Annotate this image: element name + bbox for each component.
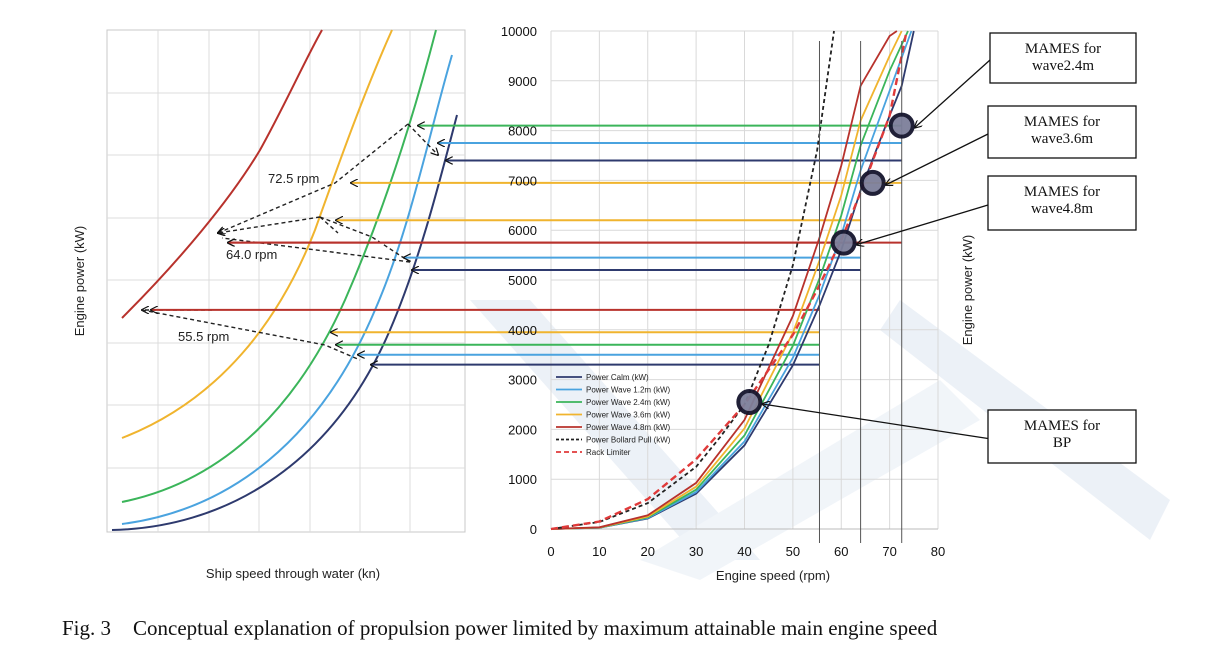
mames-label: wave2.4m	[1032, 58, 1094, 74]
y-tick-label: 10000	[501, 24, 537, 39]
x-tick-label: 30	[689, 544, 703, 559]
mames-box	[989, 32, 1137, 84]
legend-label-wave48: Power Wave 4.8m (kW)	[586, 423, 670, 432]
legend: Power Calm (kW) Power Wave 1.2m (kW) Power…	[556, 373, 671, 457]
left-y-axis-title: Engine power (kW)	[72, 226, 87, 337]
legend-label-bollard: Power Bollard Pull (kW)	[586, 436, 671, 445]
y-tick-label: 4000	[508, 323, 537, 338]
mames-label: MAMES for	[1024, 184, 1100, 200]
mames-point-marker	[736, 389, 763, 416]
mames-pointer	[915, 59, 991, 128]
left-curve-wave12	[121, 54, 453, 525]
x-tick-label: 0	[547, 544, 554, 559]
left-curves	[111, 29, 458, 531]
y-tick-label: 9000	[508, 74, 537, 89]
left-chart: 72.5 rpm 64.0 rpm 55.5 rpm Ship speed th…	[72, 29, 466, 581]
mames-point-marker	[888, 112, 915, 139]
x-tick-label: 60	[834, 544, 848, 559]
y-tick-label: 6000	[508, 223, 537, 238]
mames-box	[987, 175, 1137, 231]
y-tick-label: 5000	[508, 273, 537, 288]
x-tick-label: 40	[737, 544, 751, 559]
x-tick-label: 50	[786, 544, 800, 559]
axis-ticks: 0 10 20 30 40 50 60 70 80 0 1000 2000 3000 4000 5000 60…	[501, 24, 945, 559]
x-tick-label: 70	[882, 544, 896, 559]
legend-label-wave24: Power Wave 2.4m (kW)	[586, 398, 670, 407]
left-bollard-dashes	[141, 123, 438, 361]
y-tick-label: 2000	[508, 422, 537, 437]
right-x-axis-title: Engine speed (rpm)	[716, 568, 830, 583]
left-rpm-label-55: 55.5 rpm	[178, 329, 229, 344]
series-line-rack	[550, 30, 908, 531]
legend-label-rack: Rack Limiter	[586, 448, 631, 457]
x-tick-label: 80	[931, 544, 945, 559]
left-grid	[107, 30, 465, 532]
legend-label-wave12: Power Wave 1.2m (kW)	[586, 386, 670, 395]
mames-pointer	[857, 204, 989, 245]
mames-label: wave4.8m	[1031, 201, 1093, 217]
y-tick-label: 3000	[508, 373, 537, 388]
y-tick-label: 8000	[508, 124, 537, 139]
left-curve-wave48	[121, 29, 323, 319]
left-dashed-line	[319, 216, 339, 234]
left-plot-area	[106, 29, 466, 533]
left-dashed-line	[407, 123, 438, 155]
mames-point-marker	[859, 169, 886, 196]
left-rpm-label-64: 64.0 rpm	[226, 247, 277, 262]
mames-label: wave3.6m	[1031, 131, 1093, 147]
y-tick-label: 7000	[508, 173, 537, 188]
right-series	[550, 30, 915, 531]
left-rpm-label-72: 72.5 rpm	[268, 171, 319, 186]
mames-box	[987, 105, 1137, 159]
mames-pointer	[762, 404, 989, 440]
series-line-wave48	[550, 30, 898, 530]
right-chart: 0 10 20 30 40 50 60 70 80 0 1000 2000 3000 4000 5000 60…	[151, 24, 1137, 583]
right-y-axis-title: Engine power (kW)	[960, 235, 975, 346]
left-x-axis-title: Ship speed through water (kn)	[206, 566, 380, 581]
mames-point-marker	[830, 229, 857, 256]
left-curve-wave36	[121, 29, 393, 439]
left-curve-wave24	[121, 29, 437, 503]
series-line-bollard	[550, 30, 835, 530]
mames-label: BP	[1053, 435, 1071, 451]
figure-caption: Fig. 3 Conceptual explanation of propulsi…	[62, 616, 1182, 641]
y-tick-label: 1000	[508, 472, 537, 487]
y-tick-label: 0	[530, 522, 537, 537]
mames-label: MAMES for	[1024, 418, 1100, 434]
left-curve-calm	[111, 114, 458, 531]
legend-label-wave36: Power Wave 3.6m (kW)	[586, 411, 670, 420]
mames-pointer	[886, 133, 989, 185]
left-dashed-line	[218, 123, 409, 233]
legend-label-calm: Power Calm (kW)	[586, 373, 649, 382]
mames-label: MAMES for	[1024, 114, 1100, 130]
left-dashed-line	[319, 216, 411, 263]
left-dashed-line	[218, 216, 321, 233]
x-tick-label: 20	[641, 544, 655, 559]
x-tick-label: 10	[592, 544, 606, 559]
mames-label: MAMES for	[1025, 41, 1101, 57]
mames-box	[987, 409, 1137, 464]
caption-text: Conceptual explanation of propulsion pow…	[133, 616, 938, 640]
left-dashed-line	[141, 309, 361, 361]
caption-number: Fig. 3	[62, 616, 112, 640]
